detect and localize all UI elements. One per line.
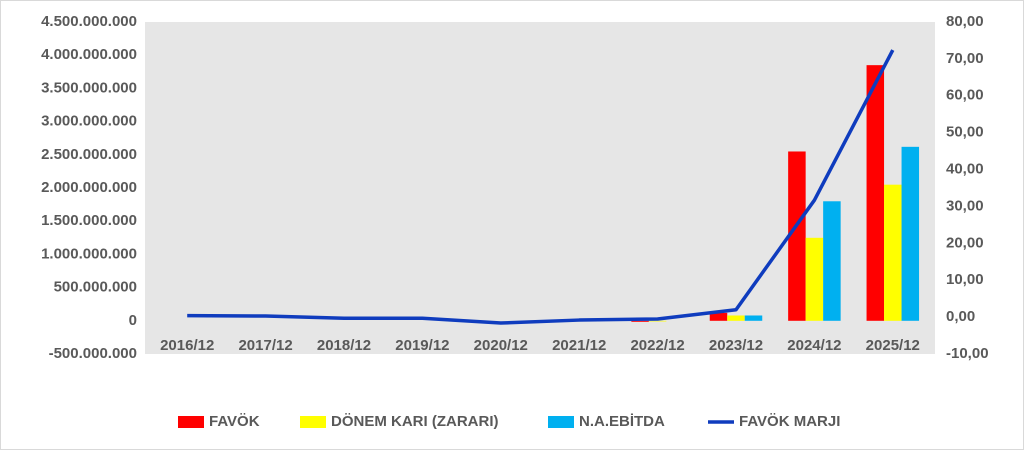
y-tick-label: 0 [129, 312, 137, 329]
legend-label: DÖNEM KARI (ZARARI) [331, 413, 498, 430]
legend-label: FAVÖK MARJI [739, 413, 840, 430]
x-tick-label: 2022/12 [630, 337, 684, 354]
x-tick-label: 2025/12 [866, 337, 920, 354]
bar [631, 320, 649, 322]
bar [788, 151, 806, 321]
x-tick-label: 2018/12 [317, 337, 371, 354]
y-tick-label: 4.000.000.000 [41, 46, 137, 63]
y2-tick-label: -10,00 [946, 345, 989, 362]
bar [648, 320, 667, 322]
x-tick-label: 2021/12 [552, 337, 606, 354]
y2-tick-label: 70,00 [946, 50, 984, 67]
y-tick-label: 1.000.000.000 [41, 245, 137, 262]
y-tick-label: -500.000.000 [49, 345, 137, 362]
y-tick-label: 3.000.000.000 [41, 113, 137, 130]
y-tick-label: 3.500.000.000 [41, 79, 137, 96]
bar [744, 315, 763, 321]
y2-tick-label: 60,00 [946, 87, 984, 104]
bar [805, 237, 824, 321]
y-tick-label: 4.500.000.000 [41, 13, 137, 30]
bar [866, 65, 885, 321]
x-tick-label: 2023/12 [709, 337, 763, 354]
line [187, 49, 895, 325]
x-tick-label: 2017/12 [238, 337, 292, 354]
x-tick-label: 2016/12 [160, 337, 214, 354]
y-tick-label: 1.500.000.000 [41, 212, 137, 229]
bar [901, 146, 920, 321]
x-tick-label: 2020/12 [474, 337, 528, 354]
y2-tick-label: 10,00 [946, 271, 984, 288]
legend-swatch [300, 416, 326, 428]
y2-tick-label: 20,00 [946, 234, 984, 251]
legend-label: N.A.EBİTDA [579, 413, 665, 430]
y-tick-label: 2.500.000.000 [41, 146, 137, 163]
y2-tick-label: 40,00 [946, 161, 984, 178]
y-tick-label: 500.000.000 [54, 279, 137, 296]
bar [727, 315, 745, 321]
bar [709, 312, 728, 321]
legend-swatch [548, 416, 574, 428]
y2-tick-label: 0,00 [946, 308, 975, 325]
legend-label: FAVÖK [209, 413, 260, 430]
bar [884, 184, 902, 321]
x-tick-label: 2024/12 [787, 337, 841, 354]
y2-tick-label: 80,00 [946, 13, 984, 30]
y2-tick-label: 30,00 [946, 197, 984, 214]
y2-tick-label: 50,00 [946, 124, 984, 141]
bar [823, 201, 841, 321]
x-tick-label: 2019/12 [395, 337, 449, 354]
y-tick-label: 2.000.000.000 [41, 179, 137, 196]
legend-swatch [178, 416, 204, 428]
